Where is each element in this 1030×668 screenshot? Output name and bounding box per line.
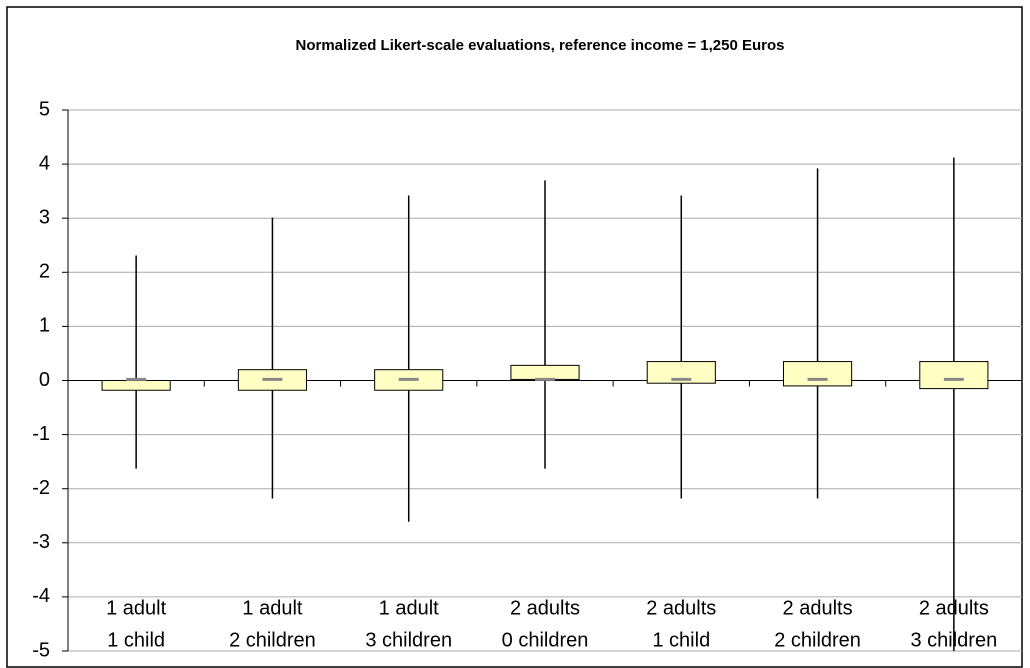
box — [510, 364, 580, 380]
chart-frame — [6, 6, 1023, 668]
x-tick-label: 2 children — [774, 629, 861, 651]
x-tick-label: 1 adult — [106, 597, 166, 619]
y-tick-label: 5 — [39, 98, 50, 120]
x-tick-label: 2 adults — [783, 597, 853, 619]
box — [919, 361, 989, 390]
x-tick-label: 2 adults — [919, 597, 989, 619]
x-tick-label: 2 adults — [510, 597, 580, 619]
x-tick-label: 1 adult — [379, 597, 439, 619]
y-tick-label: 1 — [39, 315, 50, 337]
x-tick-label: 2 adults — [646, 597, 716, 619]
y-tick-label: -3 — [32, 531, 50, 553]
box — [101, 380, 171, 391]
x-tick-label: 3 children — [365, 629, 452, 651]
chart-title: Normalized Likert-scale evaluations, ref… — [296, 37, 785, 54]
x-tick-label: 1 child — [107, 629, 165, 651]
y-tick-label: 3 — [39, 206, 50, 228]
x-tick-label: 3 children — [910, 629, 997, 651]
x-tick-label: 1 child — [652, 629, 710, 651]
box — [783, 361, 853, 387]
x-tick-label: 1 adult — [242, 597, 302, 619]
y-tick-label: -2 — [32, 477, 50, 499]
y-tick-label: 4 — [39, 152, 50, 174]
y-tick-label: -5 — [32, 639, 50, 661]
y-tick-label: -1 — [32, 423, 50, 445]
x-tick-label: 0 children — [502, 629, 589, 651]
y-tick-label: 0 — [39, 369, 50, 391]
y-tick-label: 2 — [39, 261, 50, 283]
box — [646, 361, 716, 384]
x-tick-label: 2 children — [229, 629, 316, 651]
y-tick-label: -4 — [32, 585, 50, 607]
